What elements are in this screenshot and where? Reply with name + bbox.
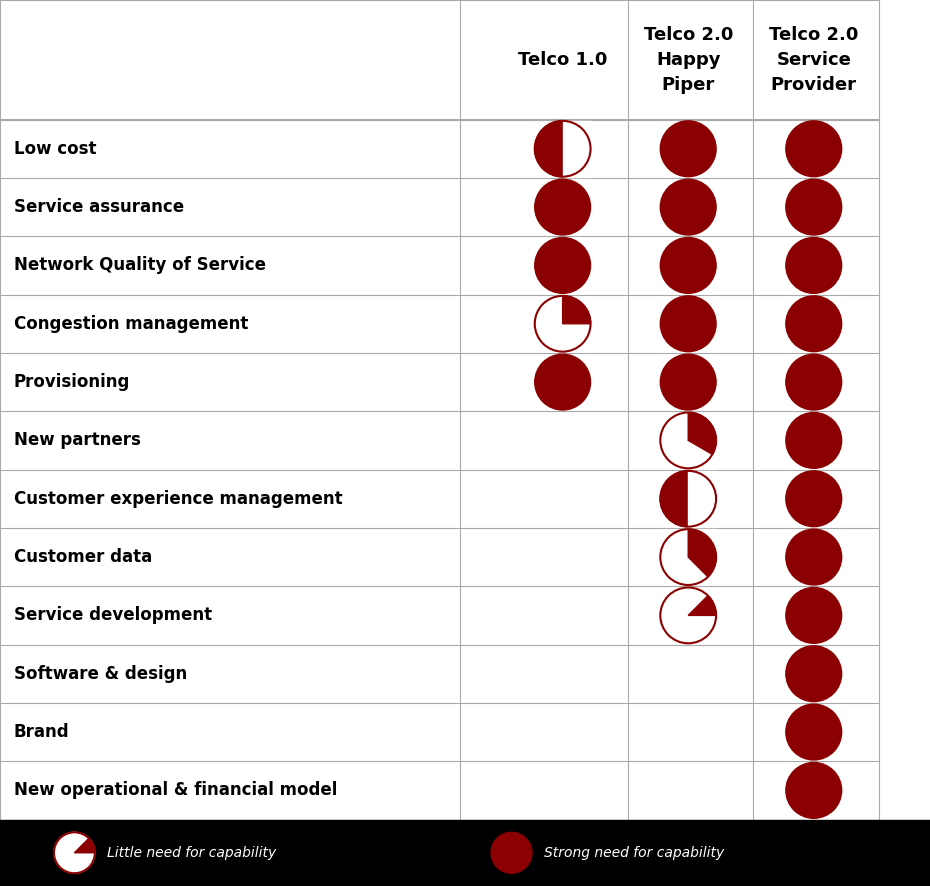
Ellipse shape [786,704,842,760]
Ellipse shape [786,587,842,643]
Bar [0,820,930,886]
Text: Provisioning: Provisioning [14,373,130,391]
Ellipse shape [535,179,591,235]
Text: Service assurance: Service assurance [14,198,184,216]
Ellipse shape [660,413,716,469]
Text: Little need for capability: Little need for capability [107,846,276,859]
Text: Software & design: Software & design [14,664,187,683]
Text: Low cost: Low cost [14,140,97,158]
Ellipse shape [660,470,716,526]
Polygon shape [688,413,716,455]
Text: Telco 2.0
Happy
Piper: Telco 2.0 Happy Piper [644,26,733,94]
Ellipse shape [786,237,842,293]
Polygon shape [688,529,716,577]
Ellipse shape [786,413,842,469]
Bar [563,120,591,176]
Ellipse shape [660,587,716,643]
Ellipse shape [660,354,716,410]
Polygon shape [688,595,716,616]
Ellipse shape [786,354,842,410]
Ellipse shape [535,120,591,176]
Polygon shape [74,838,95,852]
Text: New operational & financial model: New operational & financial model [14,781,338,799]
Text: Congestion management: Congestion management [14,315,248,333]
Ellipse shape [660,470,716,526]
Ellipse shape [660,120,716,176]
Ellipse shape [786,179,842,235]
Text: Service development: Service development [14,606,212,625]
Ellipse shape [786,646,842,702]
Text: Customer data: Customer data [14,548,153,566]
Ellipse shape [660,529,716,585]
Ellipse shape [535,120,591,176]
Ellipse shape [491,832,532,874]
Ellipse shape [786,120,842,176]
Text: Network Quality of Service: Network Quality of Service [14,256,266,275]
Polygon shape [563,296,591,323]
Text: Customer experience management: Customer experience management [14,490,342,508]
Ellipse shape [535,237,591,293]
Ellipse shape [786,529,842,585]
Text: Telco 2.0
Service
Provider: Telco 2.0 Service Provider [769,26,858,94]
Ellipse shape [786,470,842,526]
Ellipse shape [786,763,842,819]
Ellipse shape [535,354,591,410]
Ellipse shape [660,237,716,293]
Text: Telco 1.0: Telco 1.0 [518,51,607,69]
Ellipse shape [535,296,591,352]
Text: Brand: Brand [14,723,70,741]
Bar [688,470,716,526]
Ellipse shape [786,296,842,352]
Ellipse shape [660,296,716,352]
Ellipse shape [54,832,95,874]
Text: Strong need for capability: Strong need for capability [544,846,724,859]
Text: New partners: New partners [14,431,140,449]
Ellipse shape [660,179,716,235]
